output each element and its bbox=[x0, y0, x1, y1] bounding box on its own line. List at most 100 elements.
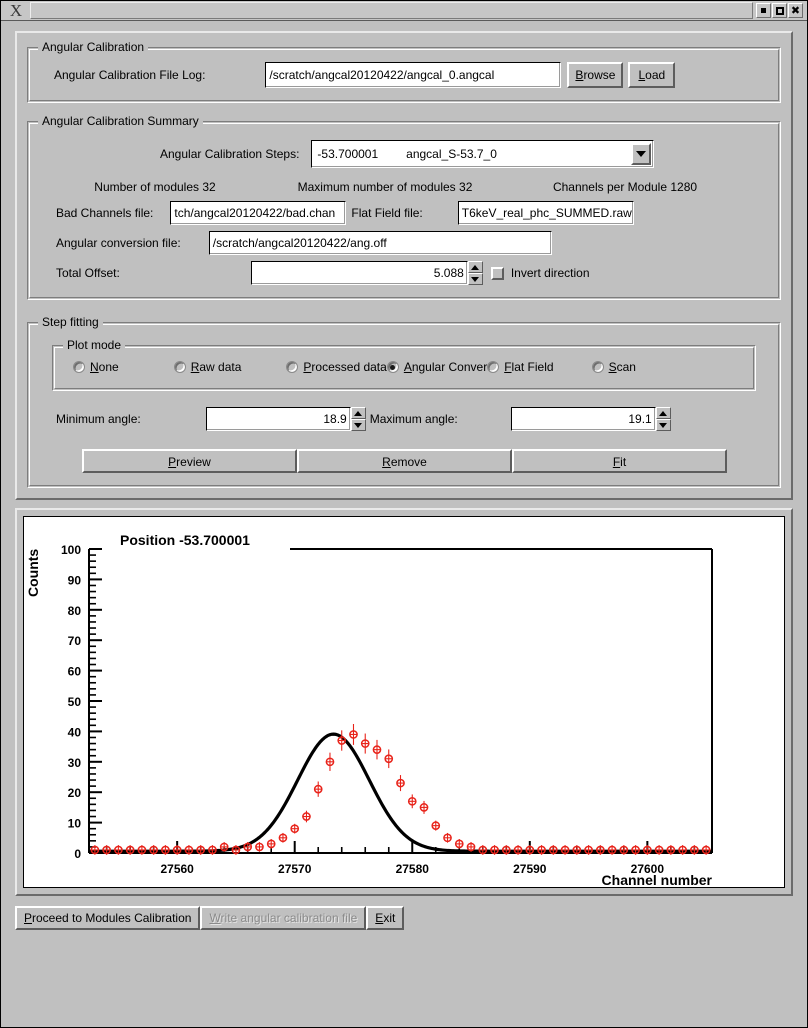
maximum-angle-stepper[interactable] bbox=[655, 407, 671, 431]
data-point bbox=[443, 833, 452, 843]
remove-button[interactable]: Remove bbox=[297, 449, 512, 473]
channels-per-module-text: Channels per Module 1280 bbox=[552, 180, 698, 194]
file-log-label: Angular Calibration File Log: bbox=[54, 68, 206, 82]
plot-mode-group: Plot mode None Raw data Processed dat bbox=[52, 338, 756, 391]
x-axis-label: Channel number bbox=[602, 872, 713, 887]
stepper-up-icon[interactable] bbox=[467, 261, 483, 273]
x-tick-label: 27590 bbox=[513, 862, 547, 876]
bad-channels-input[interactable]: tch/angcal20120422/bad.chan bbox=[170, 201, 347, 225]
data-point bbox=[360, 739, 370, 748]
x-axis-ticks: 27560 27570 27580 27590 27600 bbox=[105, 841, 696, 876]
proceed-to-modules-calibration-button[interactable]: Proceed to Modules Calibration bbox=[15, 906, 201, 930]
data-point bbox=[701, 845, 711, 855]
data-point bbox=[595, 845, 605, 855]
data-point bbox=[302, 812, 311, 821]
radio-option-raw-data[interactable]: Raw data bbox=[173, 360, 242, 374]
flat-field-input[interactable]: T6keV_real_phc_SUMMED.raw bbox=[457, 201, 634, 225]
plot-canvas[interactable]: Position -53.700001 Counts Channel numbe… bbox=[23, 516, 785, 888]
max-stepper-up-icon[interactable] bbox=[655, 407, 671, 419]
file-log-input[interactable]: /scratch/angcal20120422/angcal_0.angcal bbox=[265, 62, 562, 88]
minimum-angle-input[interactable]: 18.9 bbox=[205, 407, 351, 431]
data-point bbox=[278, 833, 288, 843]
data-point bbox=[690, 845, 699, 855]
data-point bbox=[137, 845, 147, 855]
min-stepper-down-icon[interactable] bbox=[350, 419, 366, 431]
data-point bbox=[114, 845, 123, 855]
y-tick-label: 100 bbox=[61, 543, 81, 557]
radio-icon-none[interactable] bbox=[73, 361, 85, 373]
data-point bbox=[607, 845, 617, 855]
max-stepper-down-icon[interactable] bbox=[655, 419, 671, 431]
angular-calibration-steps-combo[interactable]: -53.700001 angcal_S-53.7_0 bbox=[311, 140, 655, 168]
preview-button[interactable]: Preview bbox=[82, 449, 297, 473]
data-point bbox=[384, 754, 394, 764]
step-fitting-group-title: Step fitting bbox=[38, 315, 103, 329]
maximize-icon[interactable] bbox=[772, 3, 787, 18]
exit-button[interactable]: Exit bbox=[366, 906, 405, 930]
preview-label-rest: review bbox=[176, 455, 211, 469]
data-point bbox=[102, 845, 111, 855]
chevron-down-icon[interactable] bbox=[631, 143, 652, 165]
data-point bbox=[396, 778, 405, 788]
total-offset-input[interactable]: 5.088 bbox=[250, 261, 468, 285]
radio-icon-angular-conver[interactable] bbox=[386, 361, 399, 373]
y-tick-label: 10 bbox=[68, 817, 82, 831]
data-point bbox=[490, 845, 499, 855]
step-fitting-group: Step fitting Plot mode None Raw data bbox=[27, 315, 781, 488]
data-points bbox=[90, 723, 711, 855]
data-point bbox=[537, 845, 546, 855]
angular-calibration-group-title: Angular Calibration bbox=[38, 40, 149, 54]
fit-label-rest: it bbox=[620, 455, 627, 469]
proceed-mnemonic: P bbox=[24, 911, 33, 925]
min-stepper-up-icon[interactable] bbox=[350, 407, 366, 419]
angular-conversion-input[interactable]: /scratch/angcal20120422/ang.off bbox=[208, 231, 552, 255]
title-bar-drag-area[interactable] bbox=[30, 2, 753, 19]
write-angular-calibration-file-button[interactable]: Write angular calibration file bbox=[200, 906, 367, 930]
stepper-down-icon[interactable] bbox=[467, 273, 483, 285]
fit-mnemonic: F bbox=[612, 455, 621, 469]
data-point bbox=[196, 845, 206, 855]
minimum-angle-stepper[interactable] bbox=[350, 407, 366, 431]
radio-label-flat-field: Flat Field bbox=[504, 360, 554, 374]
invert-direction-checkbox[interactable] bbox=[490, 266, 504, 280]
plot-mode-group-title: Plot mode bbox=[63, 338, 126, 352]
step-fitting-actions: Preview Remove Fit bbox=[82, 449, 768, 473]
data-point bbox=[255, 842, 264, 852]
data-point bbox=[548, 845, 558, 855]
radio-icon-flat-field[interactable] bbox=[487, 361, 500, 373]
radio-option-processed-data[interactable]: Processed data bbox=[286, 360, 387, 374]
invert-direction-label: Invert direction bbox=[510, 266, 590, 280]
data-point bbox=[431, 821, 441, 830]
fit-button[interactable]: Fit bbox=[512, 449, 727, 473]
gaussian-fit-curve bbox=[88, 732, 713, 853]
x-logo-icon: X bbox=[9, 1, 23, 20]
browse-button[interactable]: Browse bbox=[567, 62, 624, 88]
summary-group: Angular Calibration Summary Angular Cali… bbox=[27, 114, 781, 300]
radio-label-raw-data: Raw data bbox=[190, 360, 242, 374]
radio-option-angular-conver[interactable]: Angular Conver bbox=[386, 360, 487, 374]
minimize-icon[interactable] bbox=[756, 3, 771, 18]
data-point bbox=[149, 845, 159, 855]
radio-option-scan[interactable]: Scan bbox=[591, 360, 636, 374]
radio-option-flat-field[interactable]: Flat Field bbox=[487, 360, 554, 374]
radio-option-none[interactable]: None bbox=[73, 360, 119, 374]
x-tick-label: 27560 bbox=[160, 862, 194, 876]
preview-mnemonic: P bbox=[168, 455, 177, 469]
radio-label-scan: Scan bbox=[608, 360, 636, 374]
total-offset-stepper[interactable] bbox=[467, 261, 483, 285]
number-of-modules-text: Number of modules 32 bbox=[94, 180, 216, 194]
maximum-angle-input[interactable]: 19.1 bbox=[510, 407, 656, 431]
total-offset-label: Total Offset: bbox=[56, 266, 120, 280]
load-button[interactable]: Load bbox=[628, 62, 676, 88]
radio-icon-processed-data[interactable] bbox=[286, 361, 299, 373]
data-point bbox=[454, 839, 464, 849]
radio-icon-scan[interactable] bbox=[591, 361, 604, 373]
data-point bbox=[631, 845, 640, 855]
close-icon[interactable]: ✖ bbox=[788, 3, 803, 18]
y-tick-label: 20 bbox=[68, 786, 82, 800]
radio-icon-raw-data[interactable] bbox=[173, 361, 186, 373]
data-point bbox=[572, 845, 582, 855]
max-modules-text: Maximum number of modules 32 bbox=[297, 180, 473, 194]
data-point bbox=[290, 824, 300, 834]
